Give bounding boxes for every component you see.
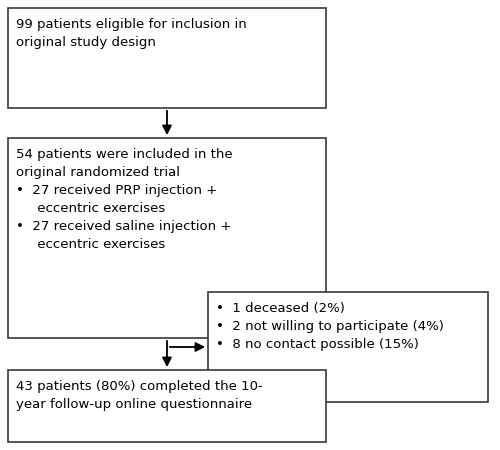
Bar bbox=[8, 370, 326, 442]
Text: •  1 deceased (2%)
•  2 not willing to participate (4%)
•  8 no contact possible: • 1 deceased (2%) • 2 not willing to par… bbox=[216, 302, 444, 351]
Text: 43 patients (80%) completed the 10-
year follow-up online questionnaire: 43 patients (80%) completed the 10- year… bbox=[16, 380, 263, 411]
Text: 99 patients eligible for inclusion in
original study design: 99 patients eligible for inclusion in or… bbox=[16, 18, 247, 49]
Bar bbox=[8, 138, 326, 338]
Bar bbox=[208, 292, 488, 402]
Bar bbox=[8, 8, 326, 108]
Text: 54 patients were included in the
original randomized trial
•  27 received PRP in: 54 patients were included in the origina… bbox=[16, 148, 233, 251]
